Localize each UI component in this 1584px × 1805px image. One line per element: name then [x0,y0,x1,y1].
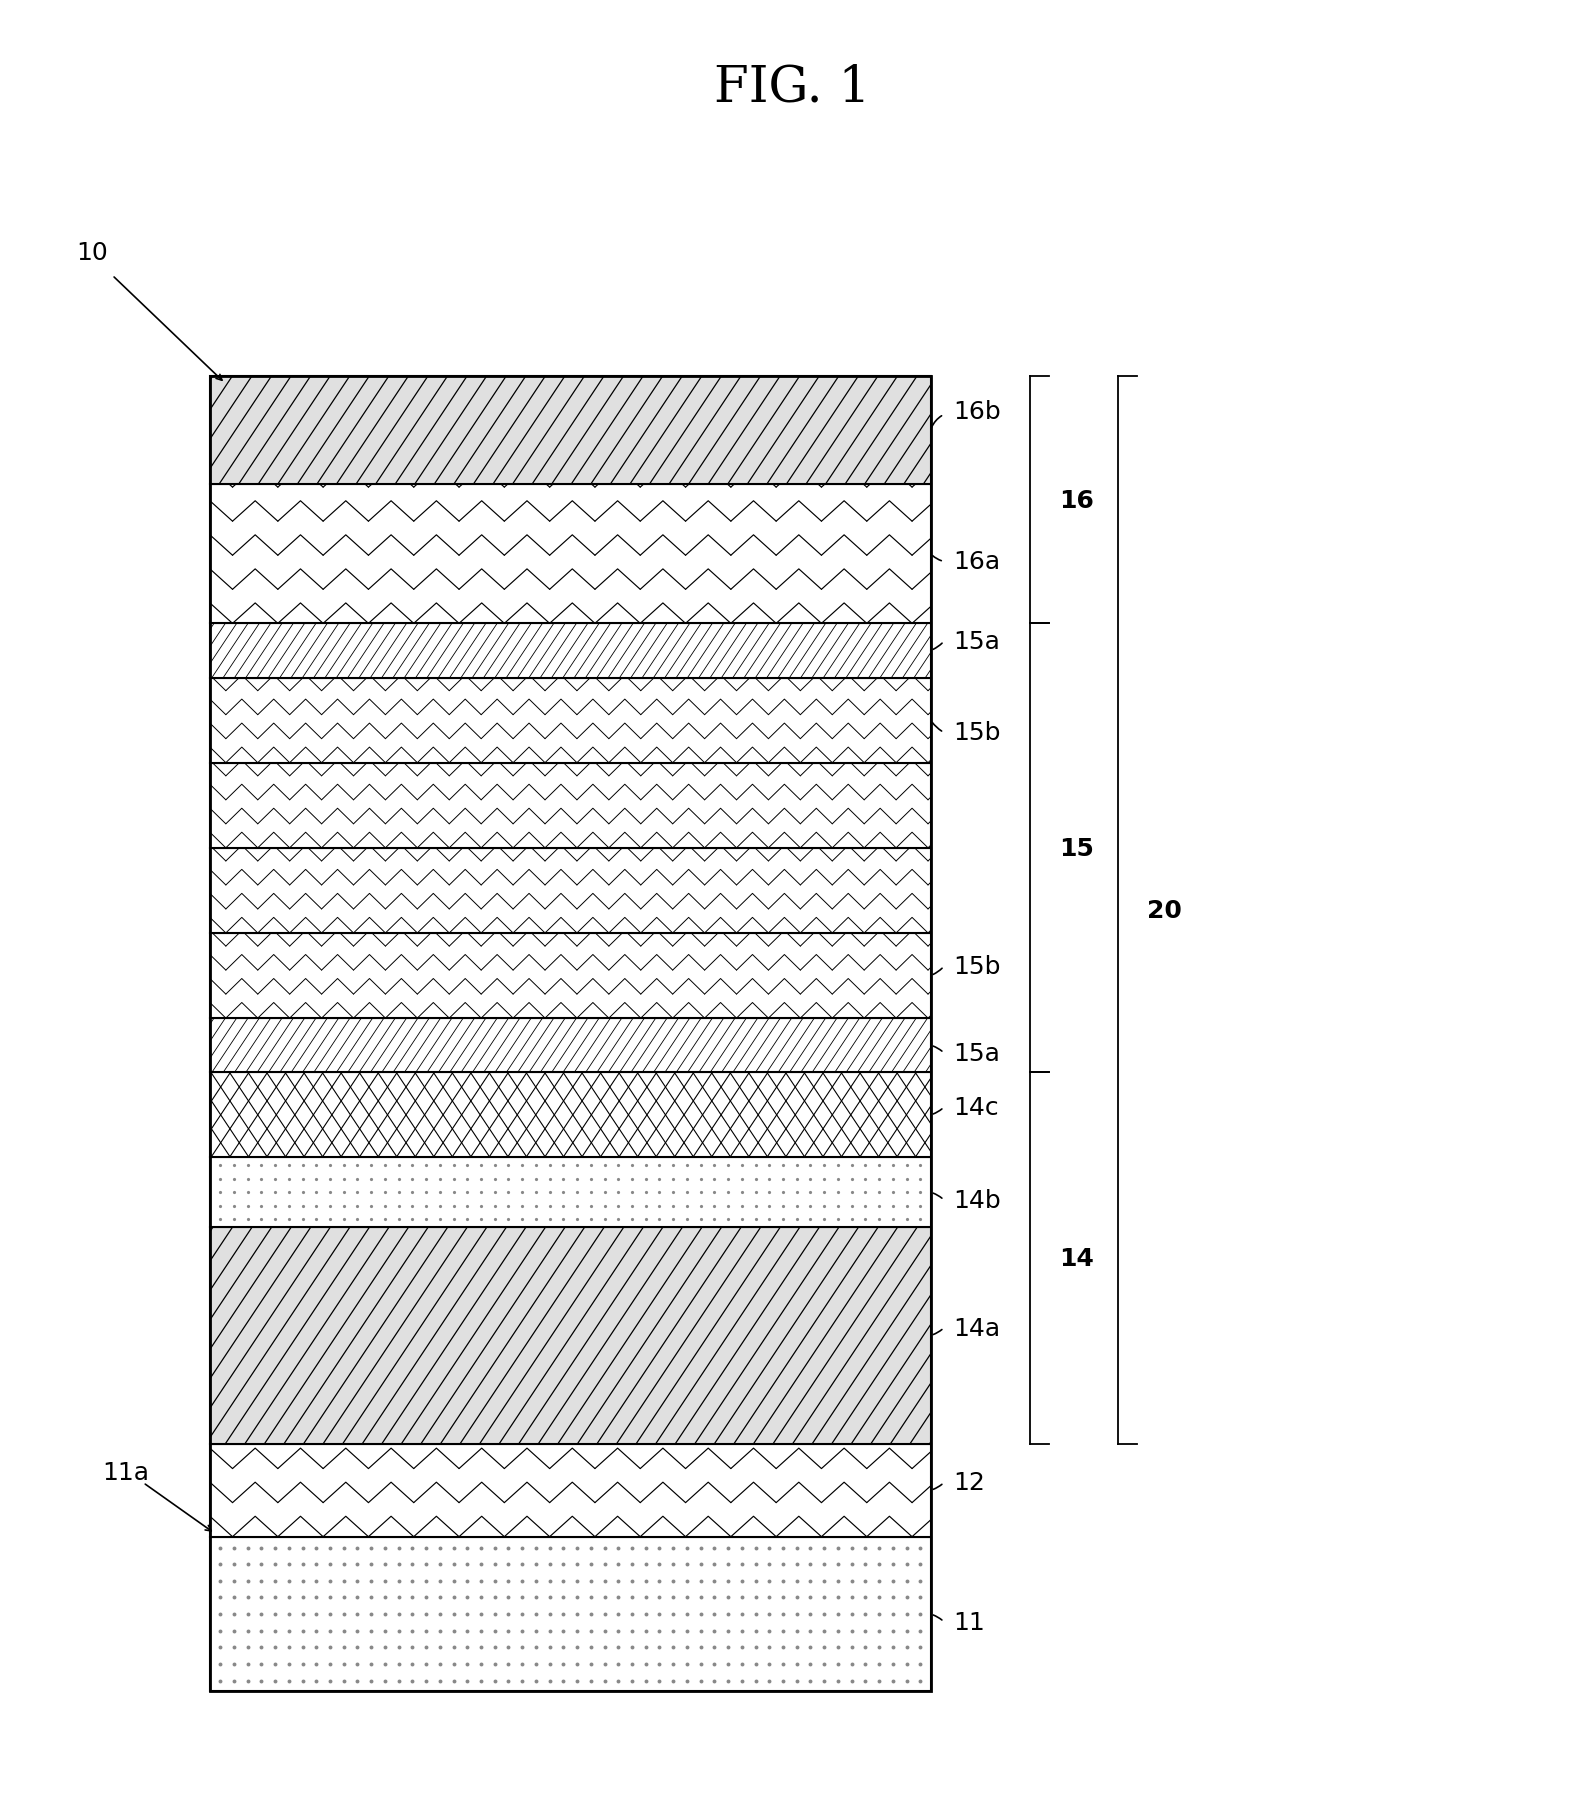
Text: 14a: 14a [954,1316,1001,1339]
Text: 14: 14 [1060,1245,1095,1271]
Text: 11: 11 [954,1610,985,1634]
Text: 16: 16 [1060,487,1095,513]
Text: 10: 10 [76,240,108,265]
Text: 14b: 14b [954,1188,1001,1213]
Bar [209,764,931,848]
Bar [209,679,931,764]
Bar [209,933,931,1018]
Bar [209,1444,931,1536]
Text: 20: 20 [1147,899,1182,922]
Text: 15: 15 [1060,836,1095,861]
Bar [209,1227,931,1444]
Text: 15b: 15b [954,720,1001,745]
Text: 15a: 15a [954,630,1000,653]
Bar [209,1536,931,1691]
Text: 14c: 14c [954,1096,1000,1119]
Bar [209,1072,931,1157]
Text: 16a: 16a [954,551,1001,574]
Text: 11a: 11a [101,1460,149,1484]
Bar [209,377,931,1691]
Bar [209,377,931,486]
Bar [209,1018,931,1072]
Text: 15a: 15a [954,1041,1000,1065]
Bar [209,848,931,933]
Bar [209,1157,931,1227]
Text: 15b: 15b [954,955,1001,978]
Text: 12: 12 [954,1471,985,1495]
Bar [209,625,931,679]
Bar [209,486,931,625]
Text: 16b: 16b [954,401,1001,424]
Text: FIG. 1: FIG. 1 [714,63,870,112]
